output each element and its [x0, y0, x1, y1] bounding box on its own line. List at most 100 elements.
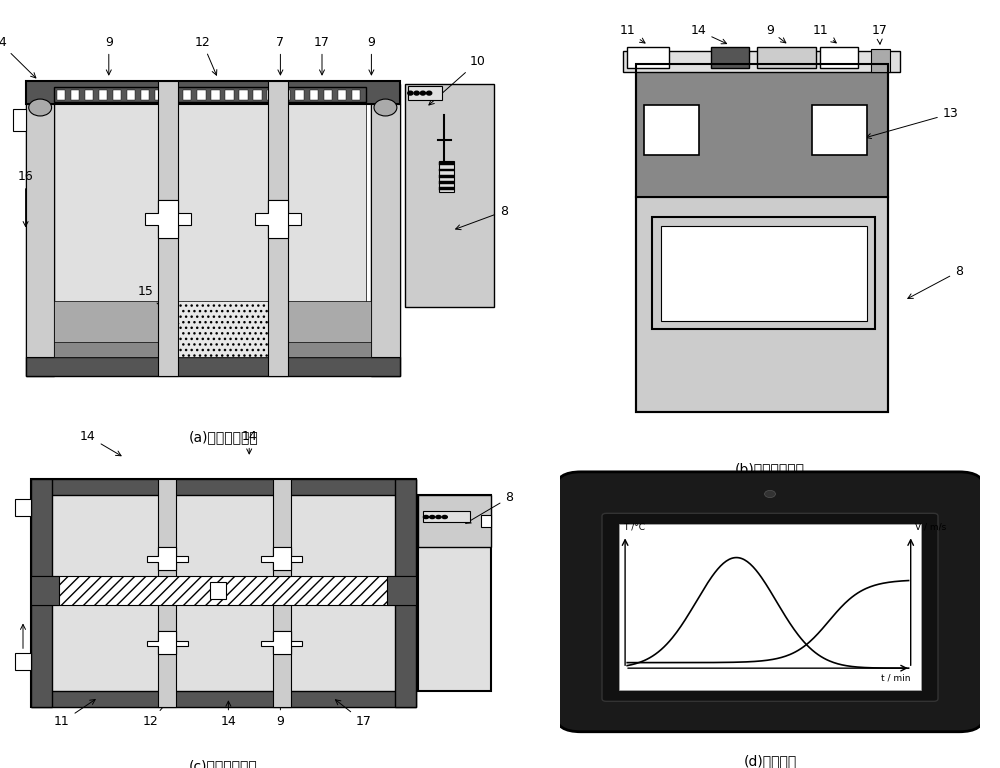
Bar [26, 84, 54, 376]
Text: 12: 12 [195, 36, 217, 75]
Bar [371, 104, 400, 357]
Bar [158, 81, 178, 376]
Bar [15, 499, 31, 516]
Bar [418, 495, 491, 691]
Text: 14: 14 [80, 430, 121, 455]
Bar [253, 91, 262, 100]
Bar [439, 163, 454, 165]
Bar [439, 181, 454, 184]
Circle shape [29, 99, 52, 116]
Text: 17: 17 [335, 700, 372, 728]
Bar [636, 64, 888, 412]
Text: 15: 15 [137, 286, 179, 324]
Bar [99, 91, 107, 100]
Bar [54, 342, 158, 357]
Text: 16: 16 [18, 170, 33, 227]
Bar [395, 479, 416, 707]
Bar [627, 48, 669, 68]
Bar [31, 479, 52, 707]
Text: 8: 8 [456, 205, 508, 230]
Bar [820, 48, 858, 68]
Bar [267, 91, 276, 100]
Bar [31, 479, 416, 707]
Text: (a)温控笱正视图: (a)温控笱正视图 [188, 430, 258, 444]
Bar [295, 91, 304, 100]
Bar [439, 161, 454, 192]
Bar [387, 576, 416, 605]
Text: 13: 13 [866, 108, 958, 138]
Text: 12: 12 [143, 700, 169, 728]
Polygon shape [261, 631, 291, 654]
Text: 7: 7 [276, 36, 284, 74]
Text: (d)温控面板: (d)温控面板 [743, 754, 797, 768]
Text: 9: 9 [276, 701, 284, 728]
Text: 8: 8 [908, 265, 963, 299]
Bar [169, 91, 177, 100]
Text: 10: 10 [429, 55, 486, 105]
Bar [619, 525, 921, 690]
Bar [113, 91, 121, 100]
Circle shape [765, 491, 775, 498]
Text: 14: 14 [691, 25, 727, 44]
Text: 9: 9 [766, 25, 786, 43]
Text: 11: 11 [54, 700, 95, 728]
Bar [812, 105, 867, 155]
Bar [652, 217, 875, 329]
Bar [71, 91, 79, 100]
Bar [338, 91, 346, 100]
Bar [31, 479, 416, 495]
Circle shape [430, 515, 435, 518]
Bar [757, 48, 816, 68]
Bar [288, 302, 371, 357]
Bar [636, 197, 888, 412]
Circle shape [420, 91, 425, 95]
Circle shape [436, 515, 441, 518]
Bar [54, 104, 366, 357]
Bar [178, 302, 268, 357]
Bar [439, 175, 454, 177]
Bar [623, 51, 900, 72]
Polygon shape [158, 200, 191, 238]
Bar [418, 495, 491, 547]
Text: 16: 16 [273, 286, 288, 323]
Bar [85, 91, 93, 100]
Bar [405, 84, 494, 307]
Polygon shape [158, 631, 188, 654]
Bar [31, 576, 416, 605]
Text: t / min: t / min [881, 674, 911, 683]
Bar [636, 64, 888, 197]
Bar [57, 91, 65, 100]
Bar [155, 91, 163, 100]
Bar [281, 91, 290, 100]
Bar [26, 357, 400, 376]
Bar [871, 49, 890, 72]
Bar [711, 48, 749, 68]
Circle shape [414, 91, 419, 95]
Bar [183, 91, 191, 100]
FancyBboxPatch shape [556, 472, 984, 732]
Bar [439, 169, 454, 171]
Polygon shape [147, 547, 176, 570]
Text: 14: 14 [0, 36, 36, 78]
Bar [481, 515, 491, 527]
Polygon shape [268, 200, 301, 238]
Bar [26, 104, 54, 357]
Text: 9: 9 [367, 36, 375, 74]
Bar [197, 91, 206, 100]
Polygon shape [255, 200, 288, 238]
Circle shape [408, 91, 413, 95]
Text: T /°C: T /°C [623, 522, 645, 531]
Text: V / m/s: V / m/s [915, 522, 946, 531]
Bar [352, 91, 360, 100]
Text: 11: 11 [813, 25, 836, 43]
FancyBboxPatch shape [602, 513, 938, 701]
Bar [54, 88, 366, 102]
Bar [239, 91, 248, 100]
Bar [408, 87, 442, 100]
Bar [52, 495, 395, 691]
Bar [225, 91, 234, 100]
Bar [31, 691, 416, 707]
Bar [127, 91, 135, 100]
Text: 17: 17 [871, 25, 887, 44]
Circle shape [374, 99, 397, 116]
